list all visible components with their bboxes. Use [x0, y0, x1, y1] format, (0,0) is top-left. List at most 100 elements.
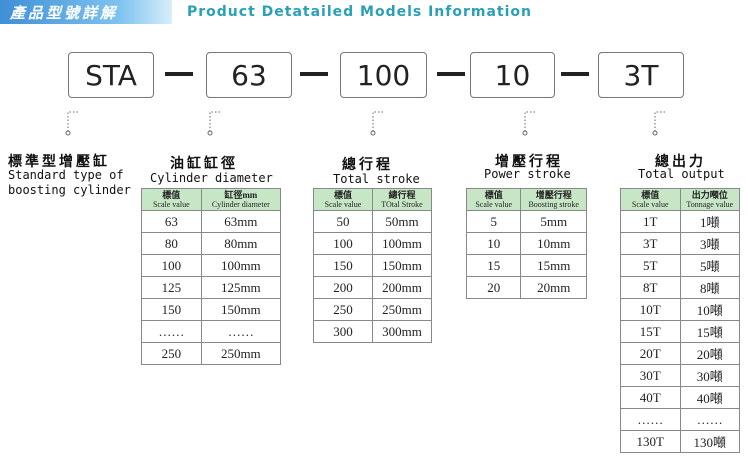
cell: 100 [141, 254, 202, 277]
section-label-en: Total output [638, 167, 725, 181]
section-label-cn: 總行程 [342, 157, 393, 173]
row: 300 300mm [313, 320, 433, 343]
cell: 250mm [371, 298, 433, 321]
spec-table: 標值 Scale value 總行程 TOtal Stroke 50 50mm 100 100… [313, 188, 433, 343]
leader [524, 111, 535, 133]
header-row: 標值 Scale value 增壓行程 Boosting stroke [465, 188, 587, 211]
dash [437, 72, 465, 76]
row: 125 125mm [141, 276, 282, 299]
spec-table: 標值 Scale value 缸徑mm Cylinder diameter 63 63mm… [141, 188, 282, 365]
section-label-cn: 油缸缸徑 [170, 156, 238, 172]
header-cn: 出力噸位 [691, 189, 728, 200]
cell: 63mm [200, 210, 282, 233]
cell: 20mm [520, 276, 587, 299]
cell: 40T [620, 386, 681, 409]
row: 250 250mm [141, 342, 282, 365]
cell: 100mm [371, 232, 433, 255]
section-label-cn: 標準型增壓缸 [8, 154, 110, 170]
row: 63 63mm [141, 210, 282, 233]
cell: 250 [141, 342, 202, 365]
row: 200 200mm [313, 276, 433, 299]
dash [561, 72, 589, 76]
header-cn: 缸徑mm [224, 189, 258, 200]
page-title: Product Detatailed Models Information [187, 4, 532, 20]
row: 15 15mm [465, 254, 587, 277]
cell: 10mm [520, 232, 587, 255]
leader [372, 111, 383, 133]
cell: 63 [141, 210, 202, 233]
row: 30T 30噸 [620, 364, 740, 387]
row: 250 250mm [313, 298, 433, 321]
cell: 20T [620, 342, 681, 365]
cell: 300mm [371, 320, 433, 343]
cell: 3T [620, 232, 681, 255]
cell: 15 [465, 254, 522, 277]
header-cell: 增壓行程 Boosting stroke [520, 188, 587, 211]
code-box: 3T [598, 52, 684, 98]
cell: 130T [620, 430, 681, 453]
cell: 125 [141, 276, 202, 299]
leader-dot [207, 130, 213, 136]
leader [209, 111, 220, 133]
cell: 8噸 [679, 276, 740, 299]
header-en: Scale value [152, 199, 190, 209]
dash [300, 72, 328, 76]
row: 130T 130噸 [620, 430, 740, 453]
row: 5T 5噸 [620, 254, 740, 277]
header-cn: 標值 [641, 189, 660, 200]
cell: 200 [313, 276, 373, 299]
leader-dot [65, 130, 71, 136]
header-cell: 標值 Scale value [313, 188, 373, 211]
cell: 125mm [200, 276, 282, 299]
cell: 300 [313, 320, 373, 343]
row: 1T 1噸 [620, 210, 740, 233]
row: 80 80mm [141, 232, 282, 255]
leader-dot [370, 130, 376, 136]
header-cell: 標值 Scale value [141, 188, 202, 211]
header-cell: 出力噸位 Tonnage value [679, 188, 740, 211]
header-en: Boosting stroke [528, 199, 579, 209]
cell: 30T [620, 364, 681, 387]
leader [654, 111, 665, 133]
section-label-en: Standard type of [8, 168, 124, 182]
cell: 80mm [200, 232, 282, 255]
cell: 10 [465, 232, 522, 255]
header-en: Scale value [475, 199, 513, 209]
section-label-cn: 增壓行程 [495, 154, 563, 170]
cell: 1T [620, 210, 681, 233]
cell: 8T [620, 276, 681, 299]
header-cn: 標值 [333, 189, 352, 200]
cell: 15噸 [679, 320, 740, 343]
cell: 30噸 [679, 364, 740, 387]
leader [67, 111, 78, 133]
code-box: 100 [340, 52, 427, 98]
cell: 20噸 [679, 342, 740, 365]
cell: 50mm [371, 210, 433, 233]
leader-dot [652, 130, 658, 136]
cell: …… [200, 320, 282, 343]
row: 100 100mm [313, 232, 433, 255]
cell: 50 [313, 210, 373, 233]
row: 8T 8噸 [620, 276, 740, 299]
cell: 100mm [200, 254, 282, 277]
cell: 150mm [371, 254, 433, 277]
dash [165, 72, 193, 76]
row: 10 10mm [465, 232, 587, 255]
header-cell: 標值 Scale value [465, 188, 522, 211]
header-cn: 標值 [484, 189, 503, 200]
row: 10T 10噸 [620, 298, 740, 321]
header-en: Cylinder diameter [211, 199, 270, 209]
header-cell: 標值 Scale value [620, 188, 681, 211]
cell: 10T [620, 298, 681, 321]
cell: …… [620, 408, 681, 431]
header-en: Tonnage value [686, 199, 734, 209]
header-row: 標值 Scale value 缸徑mm Cylinder diameter [141, 188, 282, 211]
cell: 5 [465, 210, 522, 233]
code-box: 63 [206, 52, 292, 98]
row: 40T 40噸 [620, 386, 740, 409]
cell: 150 [141, 298, 202, 321]
cell: 250 [313, 298, 373, 321]
row: 3T 3噸 [620, 232, 740, 255]
header-en: TOtal Stroke [381, 199, 423, 209]
